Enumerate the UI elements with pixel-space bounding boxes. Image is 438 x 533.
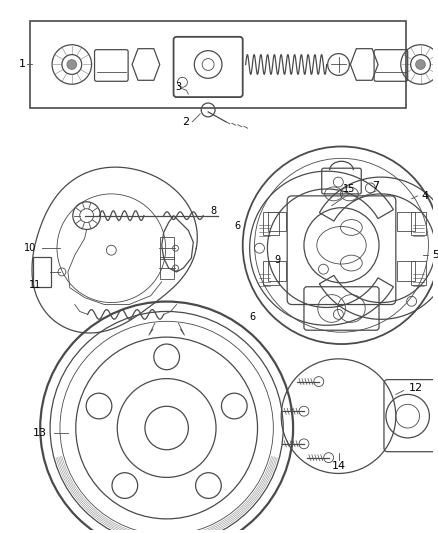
Circle shape <box>67 60 77 69</box>
Text: 10: 10 <box>24 243 36 253</box>
Text: 2: 2 <box>182 117 189 127</box>
Text: 3: 3 <box>176 82 182 92</box>
Text: 15: 15 <box>343 184 356 194</box>
Text: 6: 6 <box>235 222 241 231</box>
Text: 12: 12 <box>409 384 423 393</box>
Text: 5: 5 <box>432 250 438 260</box>
Text: 9: 9 <box>274 255 280 265</box>
Circle shape <box>416 60 425 69</box>
Text: 14: 14 <box>332 461 346 471</box>
Text: 4: 4 <box>422 191 429 201</box>
Text: 6: 6 <box>250 312 256 322</box>
Text: 7: 7 <box>372 181 380 191</box>
Text: 11: 11 <box>29 280 42 290</box>
Text: 1: 1 <box>19 60 26 69</box>
Text: 13: 13 <box>33 428 47 438</box>
Text: 8: 8 <box>210 206 216 216</box>
